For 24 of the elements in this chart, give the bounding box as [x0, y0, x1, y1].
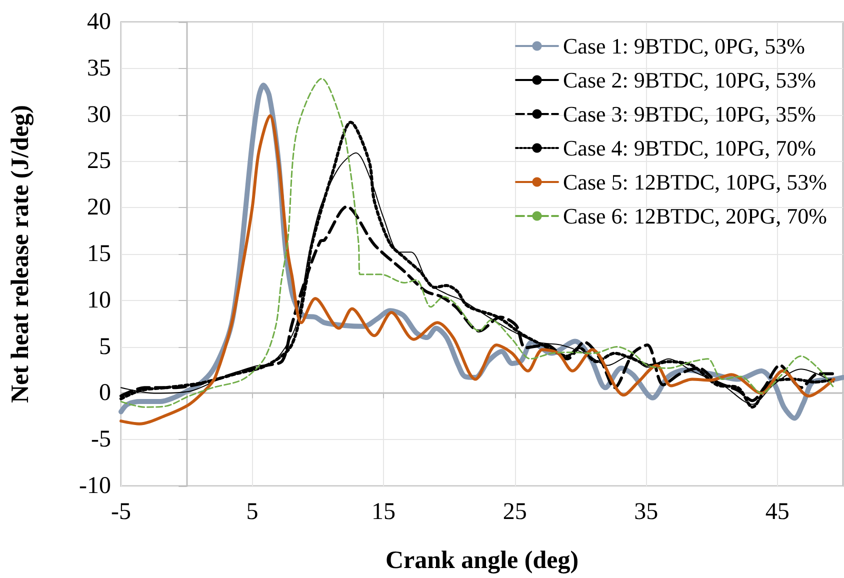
y-tick-label: 35 — [87, 55, 111, 82]
legend-label: Case 5: 12BTDC, 10PG, 53% — [563, 170, 827, 194]
y-tick-label: 15 — [87, 241, 111, 267]
y-tick-label: 20 — [87, 194, 111, 221]
legend-label: Case 4: 9BTDC, 10PG, 70% — [563, 136, 816, 160]
y-tick-label: 0 — [99, 380, 111, 406]
legend-label: Case 1: 9BTDC, 0PG, 53% — [563, 34, 805, 58]
y-tick-label: -10 — [79, 473, 111, 499]
x-tick-label: 15 — [372, 499, 396, 525]
x-tick-label: 35 — [634, 499, 658, 525]
y-tick-label: 40 — [87, 9, 111, 35]
x-axis-title: Crank angle (deg) — [385, 547, 579, 574]
y-tick-label: 5 — [99, 334, 111, 360]
y-tick-label: 25 — [87, 148, 111, 174]
x-tick-label: 5 — [246, 499, 258, 525]
legend-label: Case 6: 12BTDC, 20PG, 70% — [563, 204, 827, 228]
y-axis-title: Net heat release rate (J/deg) — [7, 104, 34, 404]
y-tick-label: 30 — [87, 102, 111, 128]
x-tick-label: 45 — [765, 499, 790, 525]
x-tick-label: 25 — [502, 499, 527, 525]
y-tick-label: -5 — [91, 426, 111, 453]
y-tick-label: 10 — [87, 287, 111, 314]
legend-label: Case 3: 9BTDC, 10PG, 35% — [563, 102, 816, 126]
legend-label: Case 2: 9BTDC, 10PG, 53% — [563, 68, 816, 92]
